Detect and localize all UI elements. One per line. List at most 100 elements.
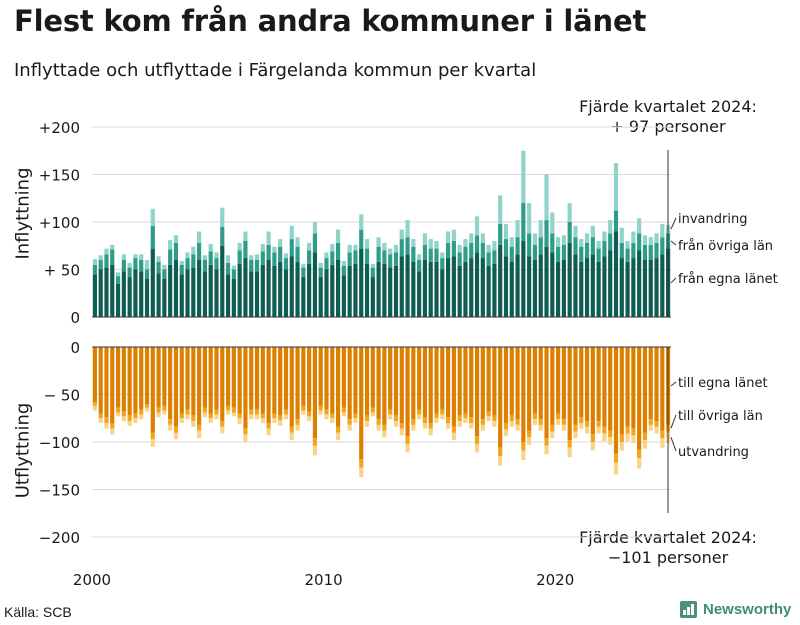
bar-in-1 xyxy=(619,242,624,259)
bar-in-1 xyxy=(637,233,642,251)
bar-in-0 xyxy=(289,256,294,317)
bar-in-2 xyxy=(405,220,410,238)
bar-in-2 xyxy=(474,216,480,236)
bar-out-1 xyxy=(446,417,451,423)
bar-out-2 xyxy=(330,418,335,423)
bar-in-1 xyxy=(272,252,277,266)
bar-out-1 xyxy=(341,407,346,413)
bar-in-0 xyxy=(434,261,439,317)
bar-in-2 xyxy=(92,259,97,265)
bar-in-0 xyxy=(625,261,630,317)
bar-out-0 xyxy=(515,347,520,420)
bar-in-1 xyxy=(197,242,202,260)
bar-in-1 xyxy=(527,233,532,257)
y-tick-label: −150 xyxy=(39,482,80,500)
bar-in-1 xyxy=(254,260,260,272)
bar-in-0 xyxy=(324,269,329,317)
grid-inflyttning xyxy=(92,126,671,318)
bar-out-1 xyxy=(289,426,294,433)
bar-in-2 xyxy=(295,237,300,247)
y-tick-label: 0 xyxy=(70,339,80,357)
bar-out-1 xyxy=(579,417,584,423)
bar-out-2 xyxy=(619,442,624,451)
bar-out-1 xyxy=(260,413,265,419)
bar-out-2 xyxy=(144,407,150,412)
bar-out-2 xyxy=(231,412,236,417)
bar-out-1 xyxy=(307,411,312,417)
bar-out-0 xyxy=(660,347,665,431)
bar-out-1 xyxy=(399,423,404,429)
bar-out-2 xyxy=(312,445,317,456)
chart-subtitle: Inflyttade och utflyttade i Färgelanda k… xyxy=(14,60,537,81)
bar-in-0 xyxy=(457,265,462,317)
bar-in-1 xyxy=(335,242,341,260)
bar-in-0 xyxy=(260,264,265,317)
bar-in-1 xyxy=(144,269,150,279)
bar-out-0 xyxy=(254,347,260,410)
bar-out-2 xyxy=(266,428,271,436)
bar-out-0 xyxy=(469,347,474,418)
bar-in-2 xyxy=(573,225,578,238)
bar-out-0 xyxy=(144,347,150,404)
bar-out-2 xyxy=(289,432,294,441)
bar-out-0 xyxy=(220,347,225,422)
bar-out-2 xyxy=(405,443,410,453)
bar-in-0 xyxy=(243,258,248,317)
bar-in-0 xyxy=(399,256,404,317)
bar-in-1 xyxy=(191,254,196,268)
bar-in-2 xyxy=(98,255,103,260)
bar-out-1 xyxy=(660,430,665,439)
legend-leader xyxy=(670,277,677,284)
bar-in-0 xyxy=(556,261,561,317)
bar-in-2 xyxy=(162,264,167,270)
bar-in-1 xyxy=(509,246,514,262)
bar-out-0 xyxy=(98,347,103,414)
bar-out-1 xyxy=(173,426,179,433)
bar-out-0 xyxy=(411,347,416,420)
bar-in-2 xyxy=(283,253,289,259)
bar-in-1 xyxy=(110,249,115,265)
bar-in-1 xyxy=(347,252,352,266)
bar-in-1 xyxy=(602,241,607,257)
bar-out-2 xyxy=(654,426,659,434)
bar-out-1 xyxy=(509,415,514,422)
bar-in-0 xyxy=(231,279,236,317)
bar-out-0 xyxy=(289,347,294,427)
bar-in-0 xyxy=(307,263,312,317)
bar-in-2 xyxy=(144,260,150,270)
bar-out-1 xyxy=(550,424,555,432)
brand-logo[interactable]: Newsworthy xyxy=(680,601,791,618)
bar-out-2 xyxy=(202,412,207,418)
bar-out-1 xyxy=(139,409,144,415)
bar-in-1 xyxy=(364,248,370,264)
bar-out-1 xyxy=(335,426,341,433)
bar-out-2 xyxy=(156,412,161,418)
bar-in-1 xyxy=(307,250,312,264)
bar-out-0 xyxy=(405,347,410,437)
bar-in-2 xyxy=(376,237,381,247)
bar-out-1 xyxy=(596,421,601,427)
bar-in-1 xyxy=(289,239,294,257)
bar-in-1 xyxy=(353,250,358,264)
bar-out-0 xyxy=(428,347,433,423)
bar-in-1 xyxy=(295,246,300,262)
bar-in-1 xyxy=(561,244,566,260)
bar-in-0 xyxy=(509,261,514,317)
bar-in-0 xyxy=(110,264,115,317)
y-tick-label: + 50 xyxy=(44,262,80,280)
bar-out-2 xyxy=(440,414,445,420)
bar-in-0 xyxy=(637,250,642,317)
bar-out-0 xyxy=(579,347,584,418)
bar-out-1 xyxy=(648,419,653,425)
bar-out-2 xyxy=(110,428,115,435)
bar-in-1 xyxy=(417,260,422,272)
bar-in-0 xyxy=(335,260,341,317)
bar-out-1 xyxy=(428,423,433,429)
bar-in-1 xyxy=(220,226,225,246)
bar-out-2 xyxy=(347,424,352,431)
bar-in-1 xyxy=(341,265,346,276)
source-label: Källa: SCB xyxy=(4,604,72,620)
bar-out-2 xyxy=(208,418,213,423)
bar-in-2 xyxy=(179,260,184,265)
bar-out-2 xyxy=(451,432,456,441)
